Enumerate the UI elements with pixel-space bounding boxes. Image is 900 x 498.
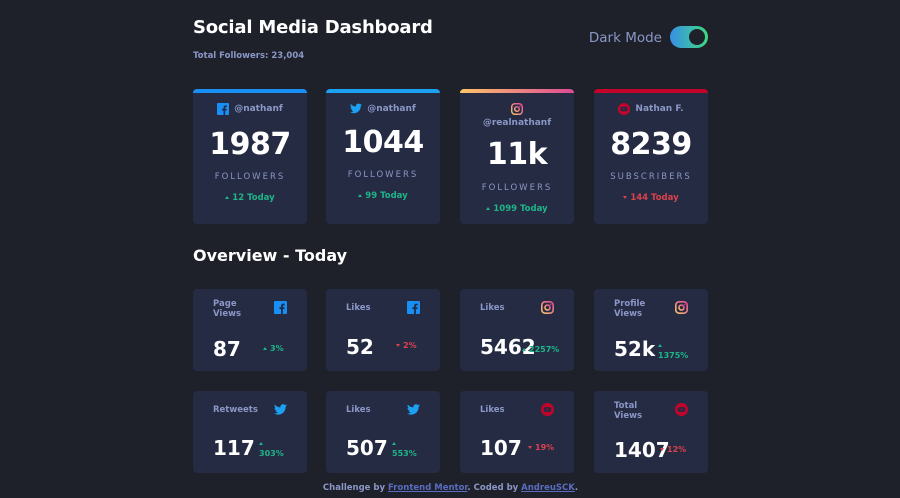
daily-change: 12 Today (193, 193, 307, 203)
overview-tile-instagram-profile-views[interactable]: Profile Views 52k 1375% (594, 289, 708, 371)
daily-change: 144 Today (594, 193, 708, 203)
handle: @realnathanf (482, 118, 552, 128)
tile-value: 87 (213, 337, 241, 361)
follower-cards: @nathanf 1987 FOLLOWERS 12 Today @nathan… (193, 89, 708, 224)
overview-tile-twitter-retweets[interactable]: Retweets 117 303% (193, 391, 307, 473)
handle: @nathanf (367, 103, 416, 114)
arrow-up-icon (486, 207, 491, 210)
arrow-up-icon (658, 344, 662, 347)
arrow-up-icon (225, 196, 230, 199)
tile-value: 52 (346, 335, 374, 359)
overview-tile-youtube-total-views[interactable]: Total Views 1407 12% (594, 391, 708, 473)
total-followers: Total Followers: 23,004 (193, 51, 305, 61)
arrow-up-icon (263, 347, 267, 350)
arrow-down-icon (623, 196, 628, 199)
tile-change: 2% (396, 341, 417, 350)
frontend-mentor-link[interactable]: Frontend Mentor (387, 483, 468, 493)
tile-value: 5462 (480, 335, 536, 359)
instagram-icon (511, 103, 523, 115)
count-unit: FOLLOWERS (481, 183, 553, 193)
facebook-icon (274, 301, 287, 314)
youtube-icon (675, 403, 688, 416)
overview-title: Overview - Today (193, 246, 348, 265)
tile-label: Likes (346, 303, 371, 313)
handle-row: Nathan F. (594, 103, 708, 115)
follower-count: 11k (486, 137, 548, 172)
handle: Nathan F. (635, 104, 684, 114)
tile-value: 117 (213, 436, 255, 460)
tile-change: 2257% (522, 345, 559, 354)
toggle-knob (689, 29, 705, 45)
tile-value: 107 (480, 436, 522, 460)
overview-tile-instagram-likes[interactable]: Likes 5462 2257% (460, 289, 574, 371)
overview-tile-facebook-page-views[interactable]: Page Views 87 3% (193, 289, 307, 371)
tile-label: Retweets (213, 405, 258, 415)
tile-label: Likes (346, 405, 371, 415)
card-youtube[interactable]: Nathan F. 8239 SUBSCRIBERS 144 Today (594, 89, 708, 224)
arrow-down-icon (660, 448, 664, 451)
tile-change: 1375% (658, 341, 698, 361)
accent-bar (326, 89, 440, 93)
youtube-icon (618, 103, 631, 115)
card-instagram[interactable]: @realnathanf 11k FOLLOWERS 1099 Today (460, 89, 574, 224)
author-link[interactable]: AndreuSCK (521, 483, 575, 493)
tile-change: 553% (392, 439, 432, 459)
instagram-icon (541, 301, 554, 314)
overview-tile-twitter-likes[interactable]: Likes 507 553% (326, 391, 440, 473)
arrow-up-icon (522, 348, 526, 351)
twitter-icon (407, 404, 420, 415)
handle: @nathanf (234, 104, 283, 114)
follower-count: 8239 (610, 127, 692, 162)
count-unit: SUBSCRIBERS (610, 172, 692, 182)
youtube-icon (541, 403, 554, 416)
daily-change: 1099 Today (460, 204, 574, 214)
accent-bar (193, 89, 307, 93)
tile-change: 3% (263, 344, 284, 353)
tile-value: 507 (346, 436, 388, 460)
follower-count: 1987 (209, 127, 291, 162)
tile-change: 303% (259, 439, 299, 459)
facebook-icon (407, 301, 420, 314)
instagram-icon (675, 301, 688, 314)
card-twitter[interactable]: @nathanf 1044 FOLLOWERS 99 Today (326, 89, 440, 224)
tile-label: Likes (480, 405, 505, 415)
tile-label: Profile Views (614, 299, 646, 319)
tile-label: Likes (480, 303, 505, 313)
twitter-icon (350, 103, 363, 114)
card-facebook[interactable]: @nathanf 1987 FOLLOWERS 12 Today (193, 89, 307, 224)
twitter-icon (274, 404, 287, 415)
count-unit: FOLLOWERS (214, 172, 286, 182)
arrow-up-icon (358, 194, 363, 197)
count-unit: FOLLOWERS (347, 170, 419, 180)
overview-tile-facebook-likes[interactable]: Likes 52 2% (326, 289, 440, 371)
tile-value: 52k (614, 337, 656, 361)
handle-row: @nathanf (193, 103, 307, 115)
tile-label: Total Views (614, 401, 643, 421)
handle-row: @realnathanf (460, 103, 574, 128)
overview-tile-youtube-likes[interactable]: Likes 107 19% (460, 391, 574, 473)
dark-mode-toggle[interactable] (670, 26, 708, 48)
arrow-up-icon (392, 442, 396, 445)
footer-text: . (574, 483, 579, 493)
accent-bar (460, 89, 574, 93)
tile-change: 12% (660, 445, 686, 454)
handle-row: @nathanf (326, 103, 440, 114)
daily-change: 99 Today (326, 191, 440, 201)
dashboard: Social Media Dashboard Total Followers: … (193, 0, 708, 498)
arrow-down-icon (528, 446, 532, 449)
facebook-icon (217, 103, 230, 115)
attribution-footer: Challenge by Frontend Mentor. Coded by A… (193, 483, 708, 493)
arrow-down-icon (396, 344, 400, 347)
tile-change: 19% (528, 443, 554, 452)
dark-mode-label: Dark Mode (588, 30, 662, 46)
tile-label: Page Views (213, 299, 242, 319)
accent-bar (594, 89, 708, 93)
footer-text: Challenge by (322, 483, 388, 493)
footer-text: . Coded by (467, 483, 522, 493)
arrow-up-icon (259, 442, 263, 445)
follower-count: 1044 (342, 125, 424, 160)
page-title: Social Media Dashboard (193, 17, 433, 38)
